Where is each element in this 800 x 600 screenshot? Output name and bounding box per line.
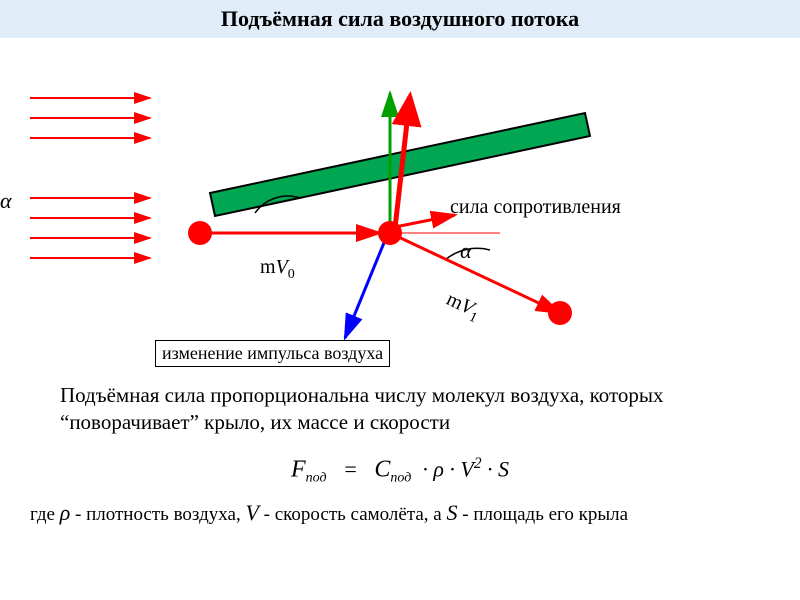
diagram-svg: αα	[0, 38, 800, 378]
page-title: Подъёмная сила воздушного потока	[0, 0, 800, 38]
label-momentum-change: изменение импульса воздуха	[155, 340, 390, 367]
svg-text:α: α	[460, 238, 472, 263]
where-line: где ρ - плотность воздуха, V - скорость …	[0, 500, 800, 526]
svg-text:α: α	[0, 188, 12, 213]
body-paragraph: Подъёмная сила пропорциональна числу мол…	[0, 378, 800, 437]
label-mv0: mV0	[260, 256, 295, 283]
formula: Fпод = Cпод · ρ · V2 · S	[0, 437, 800, 501]
label-drag: сила сопротивления	[450, 196, 621, 219]
diagram: αα mV0mV1сила сопротивленияизменение имп…	[0, 38, 800, 378]
